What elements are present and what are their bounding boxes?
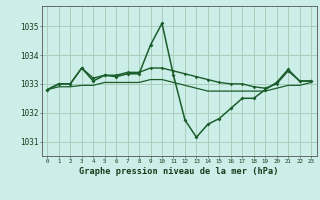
X-axis label: Graphe pression niveau de la mer (hPa): Graphe pression niveau de la mer (hPa) — [79, 167, 279, 176]
